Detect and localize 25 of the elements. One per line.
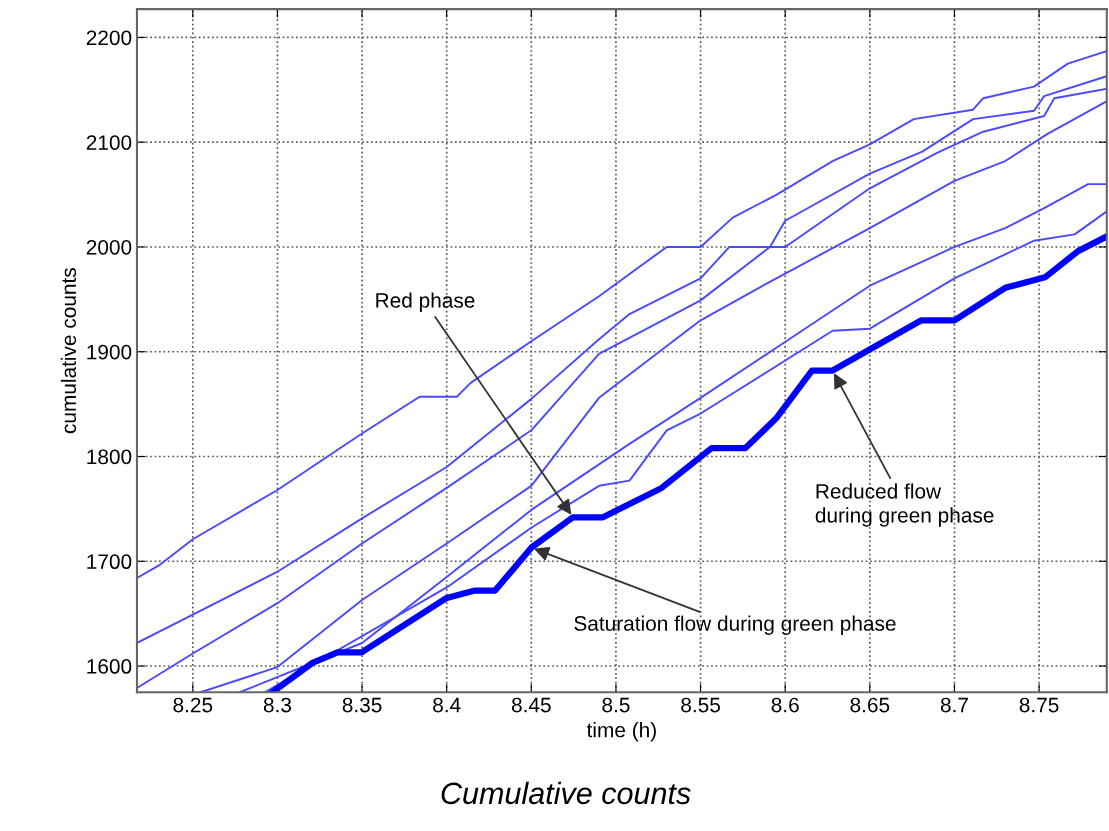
x-tick-label: 8.4	[433, 697, 461, 713]
line-series	[136, 50, 1107, 579]
x-tick-label: 8.55	[681, 697, 720, 713]
annotation: Red phase	[376, 292, 475, 312]
x-tick-label: 8.75	[1019, 697, 1059, 713]
x-tick-label: 8.25	[173, 697, 213, 713]
x-tick-label: 8.35	[342, 697, 382, 713]
x-tick-label: 8.6	[771, 697, 799, 713]
text: Cumulative counts	[441, 781, 691, 805]
annotation: Reduced flow during green phase	[815, 483, 994, 527]
y-tick-label: 1700	[87, 554, 132, 570]
annotation: Saturation flow during green phase	[574, 615, 896, 635]
x-tick-label: 8.65	[850, 697, 890, 713]
x-tick-label: 8.7	[940, 697, 968, 713]
y-axis-title: cumulative counts	[60, 268, 77, 434]
y-tick-label: 1800	[87, 449, 132, 465]
y-tick-label: 1600	[87, 659, 132, 674]
x-axis-title: time (h)	[586, 722, 656, 742]
y-tick-label: 2200	[86, 30, 132, 46]
x-tick-label: 8.3	[263, 697, 292, 713]
y-tick-label: 2100	[86, 135, 132, 150]
y-tick-label: 1900	[87, 344, 132, 360]
x-tick-label: 8.5	[602, 697, 630, 713]
x-tick-label: 8.45	[511, 697, 551, 713]
y-tick-label: 2000	[86, 239, 132, 255]
